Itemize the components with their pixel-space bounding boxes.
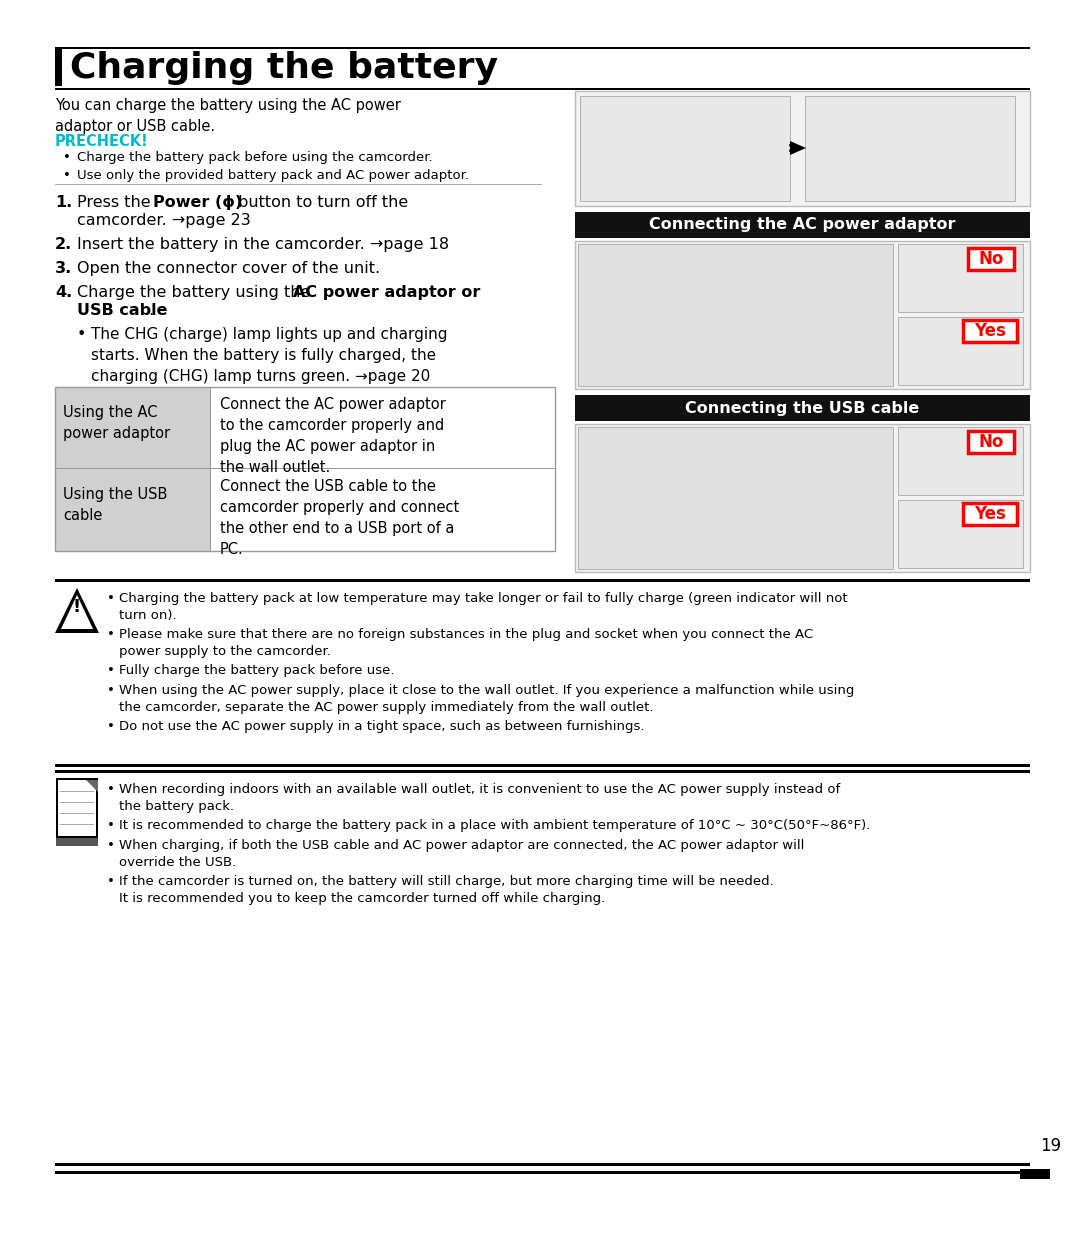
Text: •: • [107,839,114,851]
Polygon shape [55,587,99,633]
Text: Please make sure that there are no foreign substances in the plug and socket whe: Please make sure that there are no forei… [119,628,813,658]
Text: •: • [63,169,71,181]
Text: Yes: Yes [974,505,1005,523]
Text: When using the AC power supply, place it close to the wall outlet. If you experi: When using the AC power supply, place it… [119,684,854,714]
Text: Connect the AC power adaptor
to the camcorder properly and
plug the AC power ada: Connect the AC power adaptor to the camc… [220,397,446,475]
Text: •: • [107,819,114,832]
Text: 19: 19 [1040,1137,1062,1155]
Bar [897,427,1023,495]
Text: camcorder. →page 23: camcorder. →page 23 [77,213,251,228]
Text: Connect the USB cable to the
camcorder properly and connect
the other end to a U: Connect the USB cable to the camcorder p… [220,479,459,557]
Text: Charge the battery pack before using the camcorder.: Charge the battery pack before using the… [77,151,433,164]
Text: 1.: 1. [55,195,72,210]
Bar [55,49,62,86]
Bar [55,579,1030,582]
Text: •: • [107,719,114,733]
Bar [56,777,98,838]
Bar [55,469,210,552]
Bar [575,91,1030,206]
Bar [575,395,1030,421]
Text: Charging the battery: Charging the battery [70,51,498,85]
Bar [60,823,94,826]
Text: Using the USB
cable: Using the USB cable [63,487,167,523]
Text: 3.: 3. [55,262,72,276]
Text: Insert the battery in the camcorder. →page 18: Insert the battery in the camcorder. →pa… [77,237,449,252]
Text: USB cable: USB cable [77,304,167,318]
Text: Do not use the AC power supply in a tight space, such as between furnishings.: Do not use the AC power supply in a tigh… [119,719,645,733]
Bar [56,838,98,847]
Text: Yes: Yes [974,322,1005,341]
Text: •: • [107,664,114,677]
Polygon shape [86,780,98,792]
Text: If the camcorder is turned on, the battery will still charge, but more charging : If the camcorder is turned on, the batte… [119,875,773,905]
Text: •: • [107,784,114,796]
Bar [55,47,1030,49]
Text: •: • [107,875,114,888]
Bar [805,96,1015,201]
Bar [897,244,1023,312]
Text: Charge the battery using the: Charge the battery using the [77,285,315,300]
Text: Power (ϕ): Power (ϕ) [153,195,242,210]
Bar [897,500,1023,568]
Text: •: • [107,592,114,605]
Bar [1020,1169,1050,1178]
Text: It is recommended to charge the battery pack in a place with ambient temperature: It is recommended to charge the battery … [119,819,870,832]
Text: Charging the battery pack at low temperature may take longer or fail to fully ch: Charging the battery pack at low tempera… [119,592,848,622]
Text: Use only the provided battery pack and AC power adaptor.: Use only the provided battery pack and A… [77,169,469,181]
Bar [55,1171,1030,1174]
Bar [578,244,893,386]
Bar [55,387,210,469]
Bar [968,431,1014,453]
Text: When recording indoors with an available wall outlet, it is convenient to use th: When recording indoors with an available… [119,784,840,813]
Text: 2.: 2. [55,237,72,252]
Text: Fully charge the battery pack before use.: Fully charge the battery pack before use… [119,664,394,677]
Bar [55,88,1030,90]
Bar [55,1162,1030,1166]
Text: Using the AC
power adaptor: Using the AC power adaptor [63,405,171,441]
Bar [578,427,893,569]
Text: No: No [978,251,1003,268]
Polygon shape [60,595,93,629]
Text: No: No [978,433,1003,450]
Bar [575,241,1030,389]
Text: Connecting the USB cable: Connecting the USB cable [685,401,919,416]
Bar [58,780,96,835]
Bar [897,317,1023,385]
Bar [55,764,1030,768]
Bar [55,585,99,636]
Bar [60,791,94,792]
Text: Connecting the AC power adaptor: Connecting the AC power adaptor [649,217,955,232]
Bar [575,212,1030,238]
Bar [60,812,94,814]
Text: AC power adaptor or: AC power adaptor or [293,285,481,300]
Text: •: • [107,628,114,640]
Text: .: . [148,304,153,318]
Text: Open the connector cover of the unit.: Open the connector cover of the unit. [77,262,380,276]
Text: button to turn off the: button to turn off the [233,195,408,210]
Text: •: • [77,327,86,342]
Bar [60,802,94,803]
Text: !: ! [73,598,81,616]
Bar [963,503,1017,524]
Text: When charging, if both the USB cable and AC power adaptor are connected, the AC : When charging, if both the USB cable and… [119,839,805,869]
Text: You can charge the battery using the AC power
adaptor or USB cable.: You can charge the battery using the AC … [55,97,401,135]
Text: 4.: 4. [55,285,72,300]
Bar [963,320,1017,342]
Text: •: • [63,151,71,164]
Polygon shape [789,141,806,155]
Bar [580,96,789,201]
Bar [55,387,555,552]
Bar [575,424,1030,573]
Text: PRECHECK!: PRECHECK! [55,135,149,149]
Bar [968,248,1014,270]
Text: Press the: Press the [77,195,156,210]
Text: The CHG (charge) lamp lights up and charging
starts. When the battery is fully c: The CHG (charge) lamp lights up and char… [91,327,447,384]
Text: •: • [107,684,114,697]
Bar [55,770,1030,772]
